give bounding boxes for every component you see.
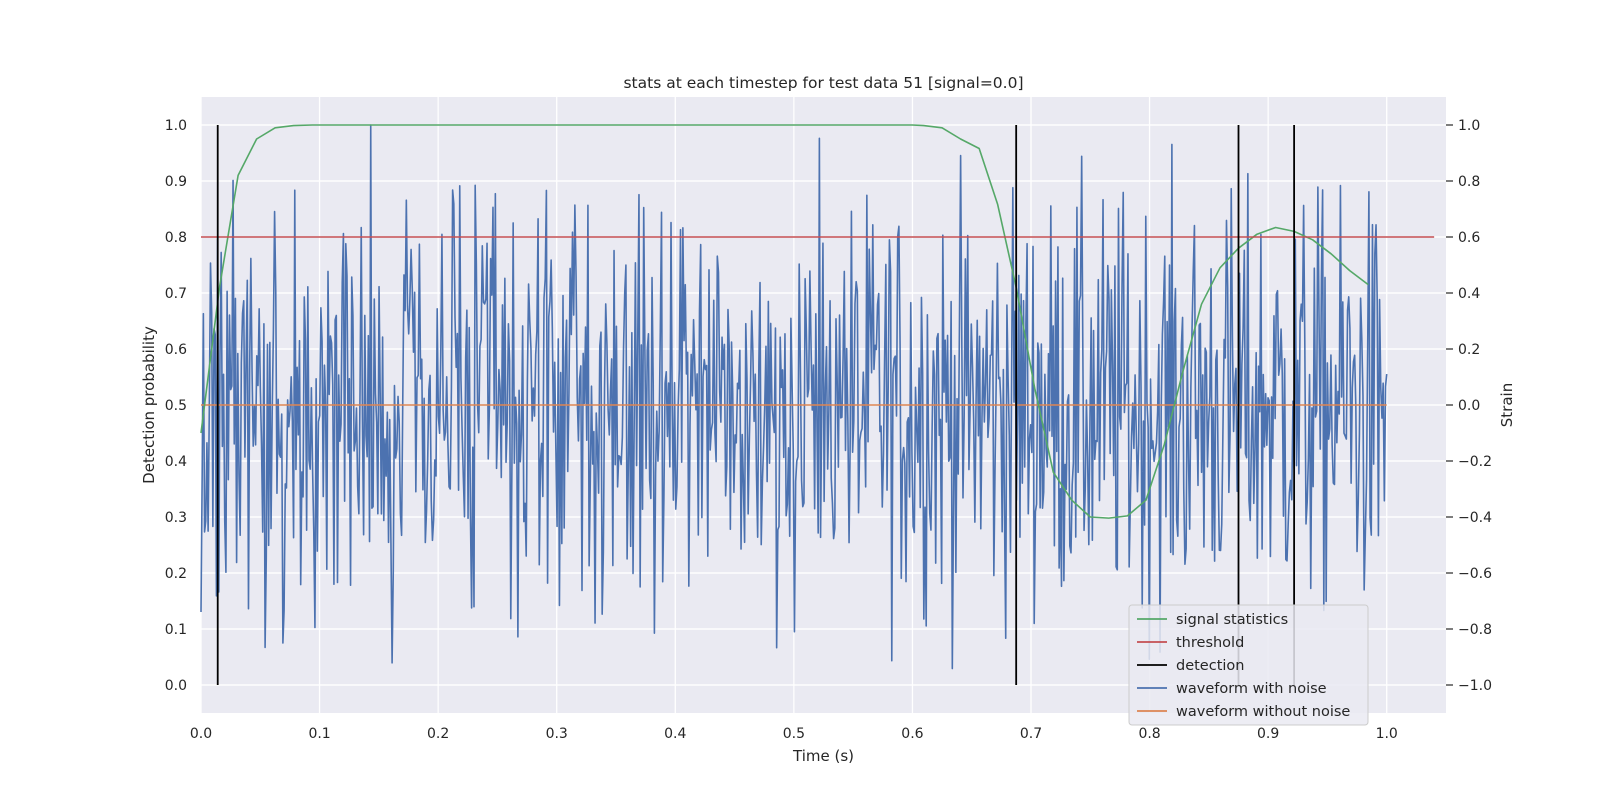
y-tick-label-right: 0.0 — [1458, 398, 1480, 414]
legend-label-waveform-with-noise: waveform with noise — [1176, 681, 1327, 697]
y-tick-label-right: −0.4 — [1458, 510, 1492, 526]
y-tick-label-right: 0.4 — [1458, 286, 1480, 302]
legend-label-waveform-without-noise: waveform without noise — [1176, 704, 1350, 720]
y-tick-label-right: 0.2 — [1458, 342, 1480, 358]
legend: signal statistics threshold detection wa… — [1128, 604, 1369, 726]
legend-label-detection: detection — [1176, 658, 1244, 674]
legend-label-signal-statistics: signal statistics — [1176, 612, 1288, 628]
y-tick-label-right: −0.6 — [1458, 566, 1492, 582]
series-layer — [200, 124, 1435, 685]
y-tick-label-left: 0.0 — [165, 678, 187, 694]
series-waveform-with-noise — [200, 124, 1388, 670]
y-tick-label-left: 0.3 — [165, 510, 187, 526]
ticks: 0.0 0.1 0.2 0.3 0.4 0.5 0.6 0.7 0.8 0.9 1.0 0.0 0.1 0… — [165, 118, 1492, 742]
y-tick-label-left: 0.6 — [165, 342, 187, 358]
chart-title: stats at each timestep for test data 51 … — [623, 74, 1023, 92]
legend-box — [1128, 604, 1369, 726]
x-tick-label: 0.5 — [783, 726, 805, 742]
legend-item-waveform-with-noise: waveform with noise — [1137, 681, 1327, 697]
y-axis-label-left: Detection probability — [140, 326, 158, 484]
legend-item-signal-statistics: signal statistics — [1137, 612, 1288, 628]
y-tick-label-left: 0.2 — [165, 566, 187, 582]
x-tick-label: 0.3 — [546, 726, 568, 742]
y-tick-label-left: 0.4 — [165, 454, 187, 470]
y-tick-label-right: −0.8 — [1458, 622, 1492, 638]
legend-label-threshold: threshold — [1176, 635, 1244, 651]
y-tick-label-left: 0.8 — [165, 230, 187, 246]
x-tick-label: 0.0 — [190, 726, 212, 742]
y-tick-label-right: −1.0 — [1458, 678, 1492, 694]
x-tick-label: 0.7 — [1020, 726, 1042, 742]
x-tick-label: 0.4 — [664, 726, 686, 742]
y-tick-label-right: 0.8 — [1458, 174, 1480, 190]
series-signal-statistics — [200, 124, 1369, 519]
legend-item-threshold: threshold — [1137, 635, 1244, 651]
x-tick-label: 0.9 — [1257, 726, 1279, 742]
y-axis-label-right: Strain — [1498, 383, 1516, 427]
x-axis-label: Time (s) — [792, 747, 854, 765]
y-tick-label-left: 0.9 — [165, 174, 187, 190]
legend-item-waveform-without-noise: waveform without noise — [1137, 704, 1350, 720]
y-tick-label-left: 1.0 — [165, 118, 187, 134]
x-tick-label: 0.8 — [1138, 726, 1160, 742]
x-tick-label: 0.2 — [427, 726, 449, 742]
y-tick-label-left: 0.5 — [165, 398, 187, 414]
y-tick-label-right: 1.0 — [1458, 118, 1480, 134]
y-tick-label-right: 0.6 — [1458, 230, 1480, 246]
x-tick-label: 0.6 — [901, 726, 923, 742]
legend-item-detection: detection — [1137, 658, 1244, 674]
x-tick-label: 1.0 — [1376, 726, 1398, 742]
y-tick-label-right: −0.2 — [1458, 454, 1492, 470]
y-tick-label-left: 0.7 — [165, 286, 187, 302]
y-tick-label-left: 0.1 — [165, 622, 187, 638]
x-tick-label: 0.1 — [308, 726, 330, 742]
